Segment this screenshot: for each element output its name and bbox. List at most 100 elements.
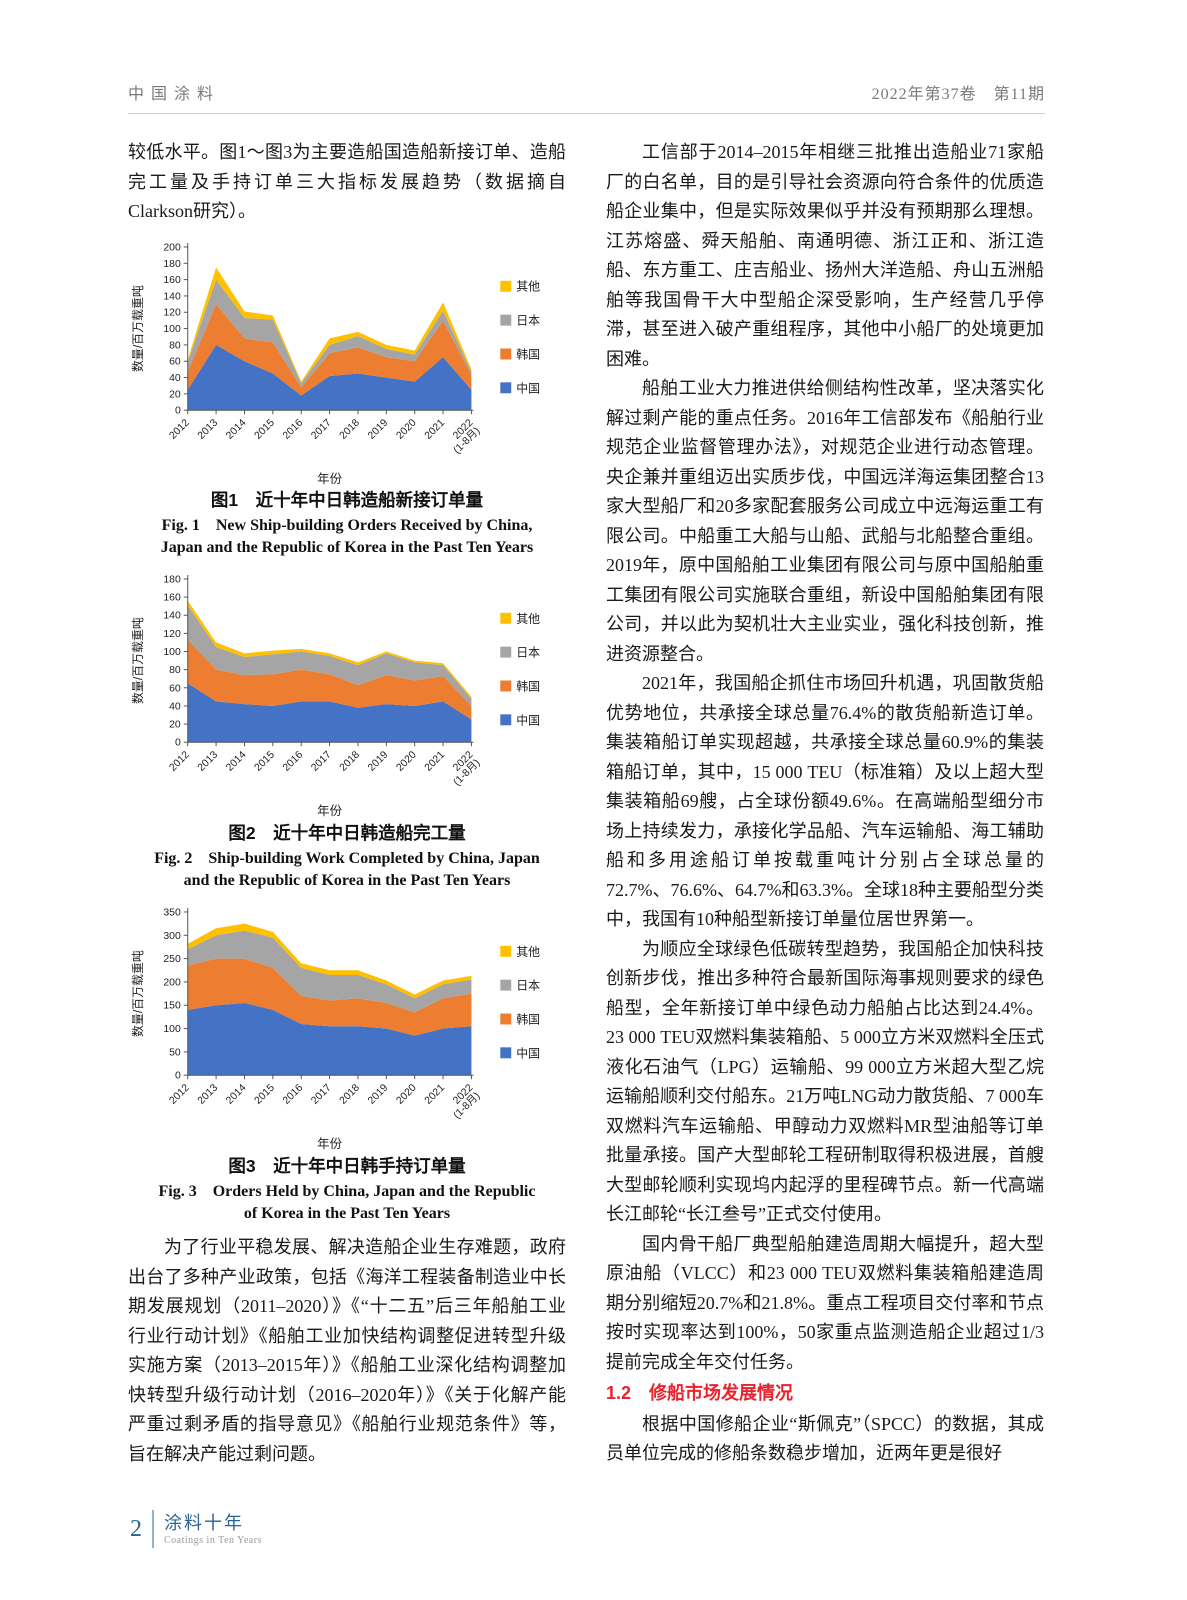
area-series (187, 266, 472, 383)
legend-swatch (500, 1047, 512, 1059)
figure-1-caption-en: Fig. 1 New Ship-building Orders Received… (160, 517, 534, 557)
svg-text:160: 160 (163, 275, 181, 286)
area-series (187, 923, 472, 999)
legend-swatch (500, 280, 512, 292)
intro-paragraph: 较低水平。图1～图3为主要造船国造船新接订单、造船完工量及手持订单三大指标发展趋… (128, 142, 566, 221)
svg-text:100: 100 (163, 1024, 181, 1035)
footer-brand-subtitle: Coatings in Ten Years (164, 1534, 262, 1546)
svg-text:年份: 年份 (317, 471, 342, 485)
svg-text:2016: 2016 (281, 1083, 305, 1107)
legend-label: 中国 (516, 713, 540, 728)
footer-brand-title: 涂料十年 (164, 1512, 244, 1533)
area-series (187, 344, 472, 410)
svg-text:2014: 2014 (224, 750, 248, 774)
section-heading-1-2: 1.2 修船市场发展情况 (606, 1383, 794, 1403)
svg-text:200: 200 (163, 242, 181, 253)
svg-text:2020: 2020 (395, 417, 419, 441)
svg-text:年份: 年份 (317, 804, 342, 818)
page-header: 中国涂料 2022年第37卷 第11期 (128, 80, 1045, 114)
svg-text:数量/百万载重吨: 数量/百万载重吨 (130, 617, 145, 704)
legend-label: 其他 (516, 945, 540, 959)
svg-text:2013: 2013 (196, 417, 220, 441)
svg-text:2012: 2012 (168, 417, 192, 441)
svg-text:2014: 2014 (224, 417, 248, 441)
svg-text:0: 0 (175, 1071, 181, 1082)
svg-text:80: 80 (169, 666, 181, 677)
content-columns: 较低水平。图1～图3为主要造船国造船新接订单、造船完工量及手持订单三大指标发展趋… (128, 138, 1045, 1469)
issue-info: 2022年第37卷 第11期 (871, 86, 1045, 103)
legend-label: 中国 (516, 1046, 540, 1061)
svg-text:40: 40 (169, 702, 181, 713)
figure-1: 0 20 40 60 80 100 120 140 160 180 200 2012 2013 2014 2… (128, 239, 566, 560)
svg-text:2019: 2019 (366, 1083, 390, 1107)
svg-text:350: 350 (163, 908, 181, 919)
svg-text:数量/百万载重吨: 数量/百万载重吨 (130, 950, 145, 1037)
svg-text:20: 20 (169, 720, 181, 731)
svg-text:180: 180 (163, 575, 181, 586)
figure-2-caption-en: Fig. 2 Ship-building Work Completed by C… (154, 850, 540, 890)
page-number: 2 (130, 1516, 142, 1542)
svg-text:2012: 2012 (168, 1083, 192, 1107)
legend-swatch (500, 946, 512, 957)
svg-text:0: 0 (175, 405, 181, 416)
legend-label: 其他 (516, 612, 540, 626)
svg-text:140: 140 (163, 291, 181, 302)
legend-label: 日本 (516, 646, 540, 660)
legend-label: 其他 (516, 279, 540, 293)
legend-swatch (500, 714, 512, 726)
footer-brand: 涂料十年 Coatings in Ten Years (164, 1512, 262, 1547)
svg-text:2016: 2016 (281, 750, 305, 774)
svg-text:年份: 年份 (317, 1137, 342, 1151)
area-series (187, 683, 472, 743)
svg-text:20: 20 (169, 389, 181, 400)
svg-text:200: 200 (163, 978, 181, 989)
svg-text:250: 250 (163, 954, 181, 965)
svg-text:2021: 2021 (423, 1083, 447, 1107)
figure-2-caption: 图2 近十年中日韩造船完工量 Fig. 2 Ship-building Work… (128, 820, 566, 892)
svg-text:160: 160 (163, 593, 181, 604)
svg-text:2020: 2020 (395, 1083, 419, 1107)
svg-text:2014: 2014 (224, 1083, 248, 1107)
legend-swatch (500, 680, 512, 692)
area-series (187, 930, 472, 1013)
svg-text:140: 140 (163, 611, 181, 622)
legend-swatch (500, 347, 512, 359)
legend-swatch (500, 613, 512, 625)
svg-text:2015: 2015 (253, 1083, 277, 1107)
svg-text:2013: 2013 (196, 1083, 220, 1107)
svg-text:2019: 2019 (366, 417, 390, 441)
svg-text:2021: 2021 (423, 750, 447, 774)
svg-text:2016: 2016 (281, 417, 305, 441)
paragraph-build-cycle: 国内骨干船厂典型船舶建造周期大幅提升，超大型原油船（VLCC）和23 000 T… (606, 1233, 1044, 1372)
svg-text:120: 120 (163, 629, 181, 640)
figure-2: 0 20 40 60 80 100 120 140 160 180 2012 2013 2014 2015… (128, 571, 566, 892)
svg-text:150: 150 (163, 1001, 181, 1012)
page-footer: 2 涂料十年 Coatings in Ten Years (130, 1510, 262, 1548)
svg-text:2015: 2015 (253, 417, 277, 441)
legend-label: 中国 (516, 380, 540, 395)
svg-text:2018: 2018 (338, 750, 362, 774)
area-series (187, 303, 472, 395)
area-series (187, 1003, 472, 1076)
figure-1-caption: 图1 近十年中日韩造船新接订单量 Fig. 1 New Ship-buildin… (128, 487, 566, 559)
svg-text:2020: 2020 (395, 750, 419, 774)
svg-text:180: 180 (163, 258, 181, 269)
legend-swatch (500, 381, 512, 393)
svg-text:60: 60 (169, 356, 181, 367)
svg-text:2018: 2018 (338, 417, 362, 441)
svg-text:2013: 2013 (196, 750, 220, 774)
right-column: 工信部于2014–2015年相继三批推出造船业71家船厂的白名单，目的是引导社会… (606, 138, 1044, 1469)
svg-text:2021: 2021 (423, 417, 447, 441)
legend-swatch (500, 979, 512, 991)
svg-text:60: 60 (169, 684, 181, 695)
svg-text:2017: 2017 (309, 1083, 333, 1107)
legend-label: 日本 (516, 979, 540, 993)
svg-text:100: 100 (163, 647, 181, 658)
svg-text:2015: 2015 (253, 750, 277, 774)
paragraph-whitelist: 工信部于2014–2015年相继三批推出造船业71家船厂的白名单，目的是引导社会… (606, 142, 1044, 369)
legend-swatch (500, 314, 512, 326)
area-series (187, 279, 472, 387)
